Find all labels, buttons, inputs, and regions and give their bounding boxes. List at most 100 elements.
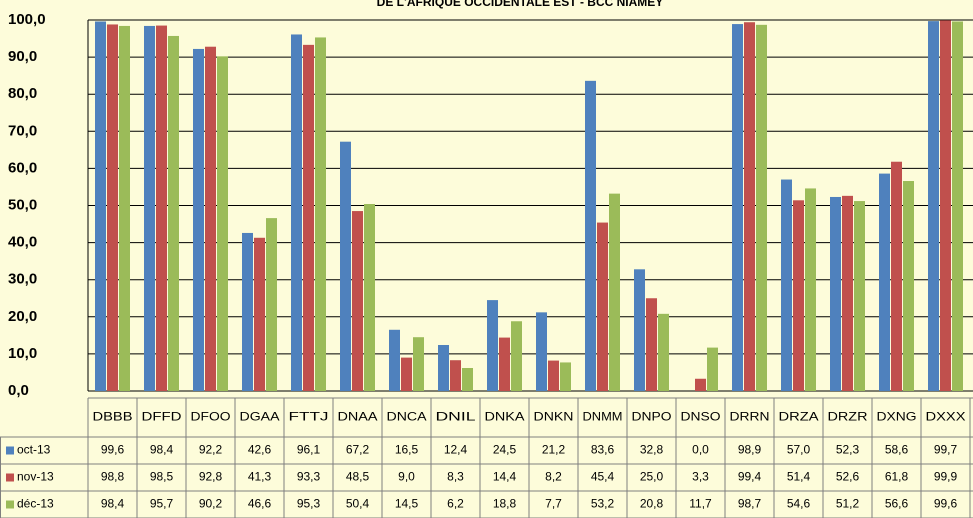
x-tick-label: DNAA bbox=[338, 410, 378, 424]
x-tick-label: DNSO bbox=[681, 410, 721, 424]
data-label: 24,5 bbox=[493, 443, 517, 457]
data-label: 99,9 bbox=[934, 470, 958, 484]
y-tick-label: 40,0 bbox=[8, 234, 37, 251]
bar bbox=[95, 21, 106, 391]
bar bbox=[891, 161, 902, 391]
data-label: 11,7 bbox=[689, 497, 712, 511]
data-label: 98,8 bbox=[101, 470, 125, 484]
bar bbox=[303, 44, 314, 392]
bar bbox=[952, 21, 963, 391]
data-label: 25,0 bbox=[640, 470, 664, 484]
data-label: 99,7 bbox=[934, 443, 958, 457]
y-tick-label: 60,0 bbox=[8, 159, 37, 176]
y-tick-label: 100,0 bbox=[8, 11, 46, 28]
data-label: 51,2 bbox=[836, 497, 860, 511]
bar bbox=[315, 37, 326, 391]
bar bbox=[781, 179, 792, 391]
x-tick-label: FTTJ bbox=[289, 410, 329, 424]
data-label: 90,2 bbox=[199, 497, 223, 511]
data-label: 18,8 bbox=[493, 497, 517, 511]
legend-swatch bbox=[6, 473, 14, 482]
bar bbox=[266, 218, 277, 391]
data-label: 92,2 bbox=[199, 443, 223, 457]
data-label: 92,8 bbox=[199, 470, 223, 484]
bar bbox=[254, 237, 265, 391]
y-tick-label: 10,0 bbox=[8, 345, 37, 362]
bar bbox=[940, 20, 951, 391]
data-label: 8,2 bbox=[545, 470, 562, 484]
bar bbox=[389, 329, 400, 391]
data-label: 20,8 bbox=[640, 497, 664, 511]
data-label: 57,0 bbox=[787, 443, 811, 457]
data-label: 98,7 bbox=[738, 497, 762, 511]
y-tick-label: 90,0 bbox=[8, 48, 37, 65]
data-label: 93,3 bbox=[297, 470, 321, 484]
data-label: 98,9 bbox=[738, 443, 762, 457]
bar bbox=[242, 232, 253, 391]
bar bbox=[646, 298, 657, 391]
bar bbox=[450, 360, 461, 391]
bar bbox=[597, 222, 608, 391]
x-tick-label: DFOO bbox=[191, 410, 231, 424]
x-tick-label: DXXX bbox=[926, 410, 966, 424]
bar bbox=[193, 48, 204, 392]
bar bbox=[756, 24, 767, 392]
bar bbox=[511, 321, 522, 391]
data-label: 6,2 bbox=[447, 497, 464, 511]
y-tick-label: 50,0 bbox=[8, 196, 37, 213]
y-tick-label: 0,0 bbox=[8, 382, 29, 399]
bar bbox=[928, 21, 939, 391]
y-tick-label: 20,0 bbox=[8, 308, 37, 325]
data-label: 98,4 bbox=[150, 443, 174, 457]
bar bbox=[732, 24, 743, 392]
bar bbox=[364, 204, 375, 391]
data-label: 61,8 bbox=[885, 470, 909, 484]
bar bbox=[487, 300, 498, 391]
x-tick-label: DGAA bbox=[240, 410, 280, 424]
data-label: 51,4 bbox=[787, 470, 811, 484]
x-tick-label: DRZR bbox=[828, 410, 868, 424]
data-label: 8,3 bbox=[447, 470, 464, 484]
x-tick-label: DFFD bbox=[142, 410, 182, 424]
bar bbox=[352, 211, 363, 391]
x-tick-label: DNCA bbox=[387, 410, 427, 424]
legend-swatch bbox=[6, 446, 14, 455]
bar bbox=[707, 347, 718, 391]
bar bbox=[107, 24, 118, 392]
data-label: 46,6 bbox=[248, 497, 272, 511]
bar bbox=[144, 25, 155, 391]
data-label: 99,4 bbox=[738, 470, 762, 484]
bar bbox=[462, 367, 473, 391]
bar bbox=[695, 378, 706, 391]
data-label: 45,4 bbox=[591, 470, 615, 484]
bar bbox=[217, 56, 228, 391]
bar bbox=[291, 34, 302, 392]
x-tick-label: DBBB bbox=[93, 410, 133, 424]
data-label: 16,5 bbox=[395, 443, 419, 457]
bar bbox=[536, 312, 547, 391]
x-tick-label: DNPO bbox=[632, 410, 672, 424]
bar bbox=[156, 25, 167, 391]
bar bbox=[658, 313, 669, 391]
bar bbox=[548, 360, 559, 391]
bar bbox=[119, 25, 130, 391]
data-label: 14,5 bbox=[395, 497, 419, 511]
bar bbox=[793, 200, 804, 391]
data-label: 48,5 bbox=[346, 470, 370, 484]
data-label: 56,6 bbox=[885, 497, 909, 511]
data-label: 95,3 bbox=[297, 497, 321, 511]
data-label: 3,3 bbox=[692, 470, 709, 484]
bar bbox=[438, 344, 449, 391]
data-label: 0,0 bbox=[692, 443, 709, 457]
bar bbox=[634, 269, 645, 391]
x-tick-label: DRZA bbox=[779, 410, 819, 424]
data-label: 98,4 bbox=[101, 497, 125, 511]
y-tick-label: 70,0 bbox=[8, 122, 37, 139]
legend-swatch bbox=[6, 500, 14, 509]
data-label: 14,4 bbox=[493, 470, 517, 484]
bar bbox=[744, 22, 755, 391]
bar bbox=[499, 337, 510, 391]
data-label: 42,6 bbox=[248, 443, 272, 457]
